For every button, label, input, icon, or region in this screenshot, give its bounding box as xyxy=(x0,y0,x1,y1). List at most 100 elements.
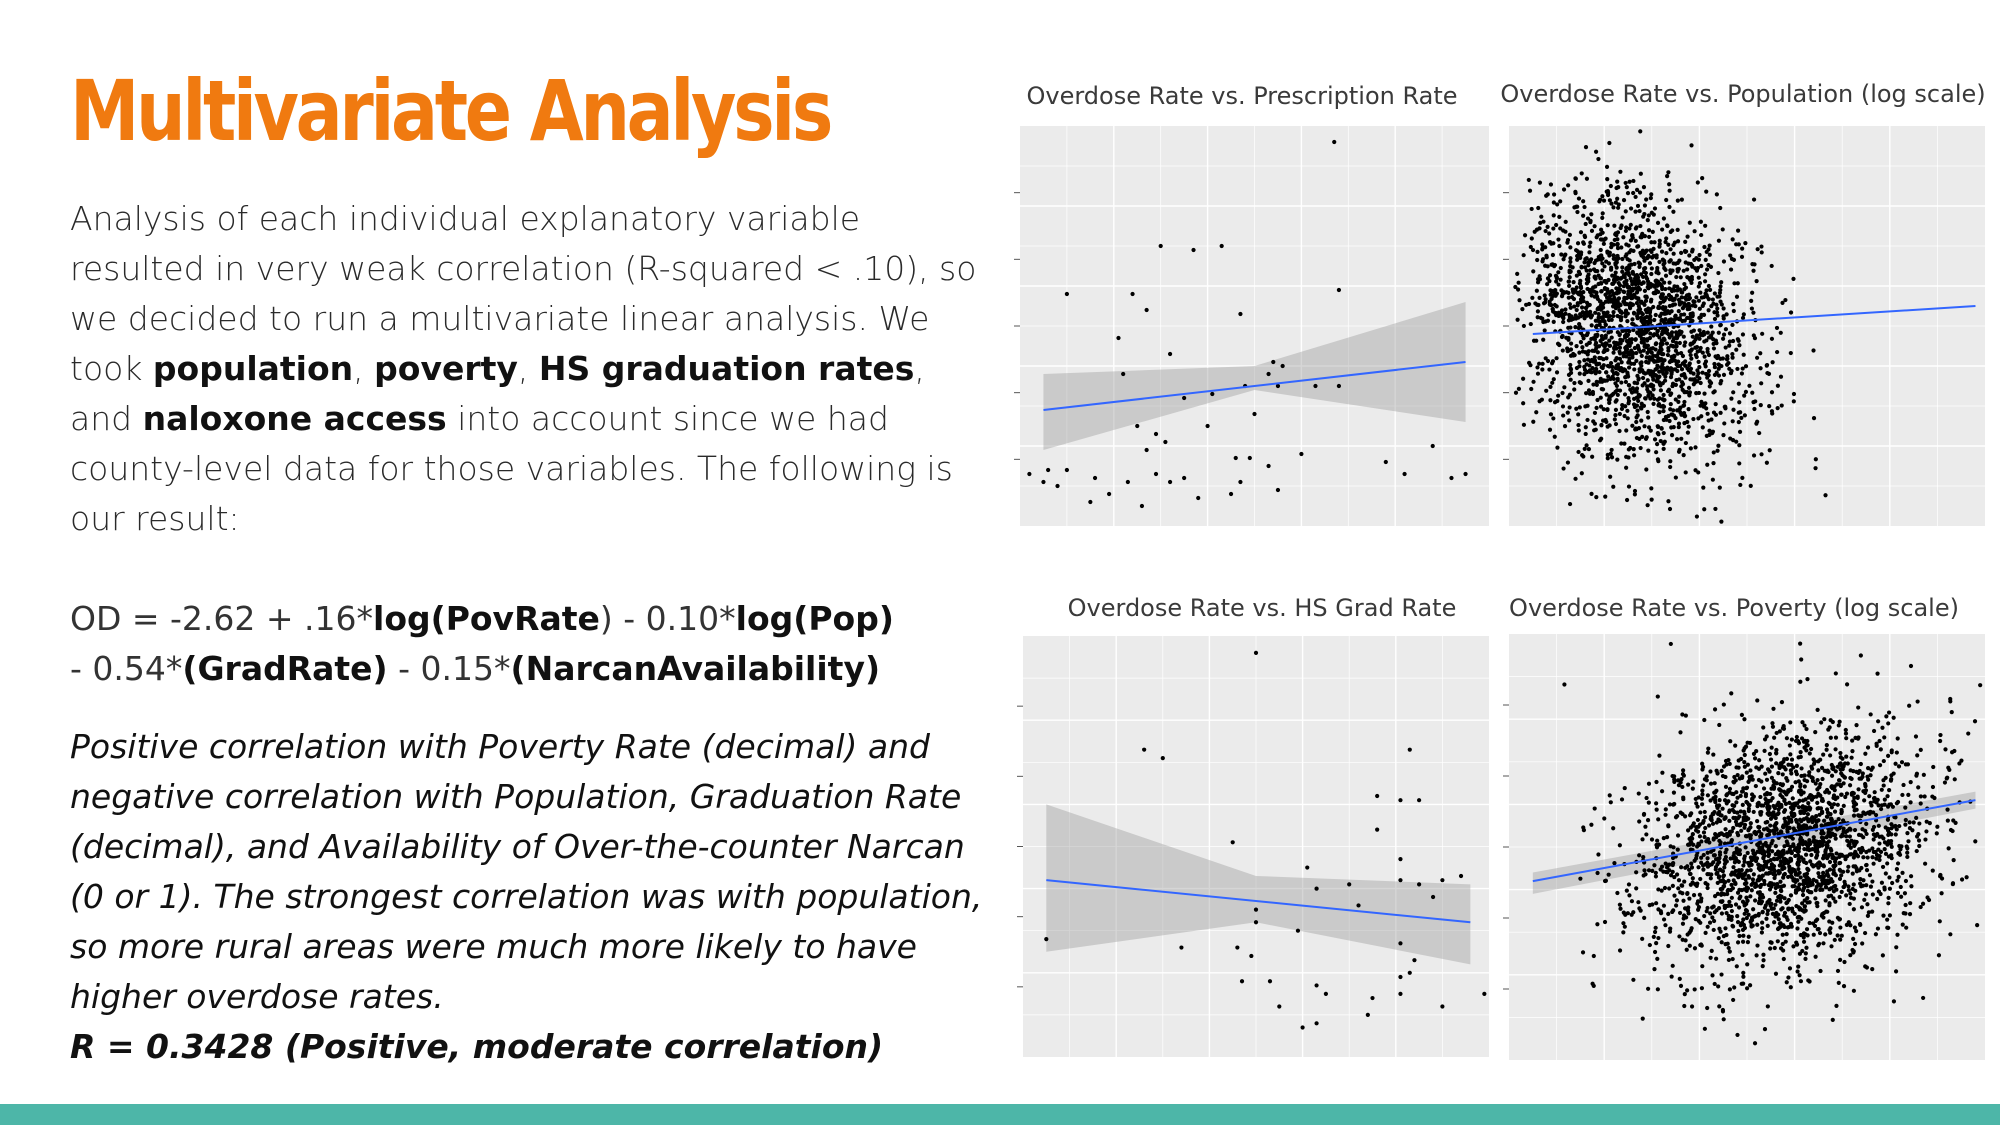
data-point xyxy=(1735,337,1740,342)
data-point xyxy=(1398,857,1403,862)
data-point xyxy=(1735,281,1740,286)
data-point xyxy=(1672,893,1677,898)
data-point xyxy=(1277,1004,1282,1009)
data-point xyxy=(1826,727,1831,732)
data-point xyxy=(1728,739,1733,744)
data-point xyxy=(1763,792,1768,797)
data-point xyxy=(1609,241,1614,246)
data-point xyxy=(1889,838,1894,844)
data-point xyxy=(1750,290,1755,295)
data-point xyxy=(1744,895,1749,900)
data-point xyxy=(1783,767,1788,772)
data-point xyxy=(1670,909,1675,915)
data-point xyxy=(1783,939,1788,944)
data-point xyxy=(1592,294,1597,299)
data-point xyxy=(1903,878,1909,884)
data-point xyxy=(1642,203,1648,208)
data-point xyxy=(1769,263,1774,269)
eq-term-pop: log(Pop) xyxy=(735,599,894,638)
data-point xyxy=(1875,926,1881,931)
data-point xyxy=(1566,318,1571,323)
data-point xyxy=(1849,776,1854,781)
data-point xyxy=(1829,773,1835,778)
data-point xyxy=(1741,786,1746,791)
data-point xyxy=(1653,312,1658,318)
data-point xyxy=(1640,274,1646,280)
data-point xyxy=(1801,931,1807,936)
data-point xyxy=(1745,740,1750,745)
data-point xyxy=(1780,772,1785,777)
data-point xyxy=(1671,425,1676,430)
data-point xyxy=(1623,209,1628,214)
data-point xyxy=(1762,859,1767,864)
data-point xyxy=(1640,936,1645,941)
data-point xyxy=(1880,864,1886,870)
data-point xyxy=(1561,257,1566,262)
data-point xyxy=(1787,800,1792,805)
data-point xyxy=(1567,418,1572,423)
data-point xyxy=(1861,835,1866,840)
data-point xyxy=(1607,338,1612,343)
data-point xyxy=(1626,360,1631,365)
data-point xyxy=(1685,891,1690,897)
data-point xyxy=(1651,246,1656,251)
data-point xyxy=(1398,941,1403,946)
data-point xyxy=(1710,297,1715,302)
data-point xyxy=(1621,351,1626,356)
data-point xyxy=(1694,801,1699,806)
data-point xyxy=(1609,447,1614,453)
data-point xyxy=(1686,385,1692,390)
data-point xyxy=(1636,398,1641,404)
data-point xyxy=(1871,728,1877,734)
data-point xyxy=(1774,761,1779,766)
data-point xyxy=(1584,391,1589,396)
data-point xyxy=(1658,404,1663,409)
data-point xyxy=(1852,925,1858,930)
data-point xyxy=(1684,947,1689,952)
data-point xyxy=(1662,330,1668,335)
data-point xyxy=(1681,334,1686,339)
data-point xyxy=(1597,315,1602,320)
data-point xyxy=(1617,356,1623,361)
data-point xyxy=(1252,411,1257,417)
data-point xyxy=(1540,242,1545,247)
data-point xyxy=(1773,890,1778,895)
data-point xyxy=(1930,784,1936,790)
data-point xyxy=(1661,446,1666,451)
data-point xyxy=(1597,319,1603,324)
data-point xyxy=(1667,280,1672,285)
data-point xyxy=(1914,848,1919,854)
data-point xyxy=(1605,250,1610,255)
data-point xyxy=(1681,452,1686,458)
data-point xyxy=(1550,380,1555,385)
data-point xyxy=(1661,262,1666,267)
data-point xyxy=(1647,942,1652,948)
data-point xyxy=(1691,893,1697,898)
data-point xyxy=(1809,746,1814,752)
data-point xyxy=(1598,395,1603,400)
data-point xyxy=(1763,903,1768,908)
data-point xyxy=(1687,871,1693,877)
data-point xyxy=(1634,187,1640,192)
data-point xyxy=(1607,198,1612,203)
data-point xyxy=(1784,736,1789,741)
data-point xyxy=(1731,338,1736,344)
data-point xyxy=(1728,370,1734,376)
data-point xyxy=(1765,1004,1770,1009)
data-point xyxy=(1737,343,1742,348)
data-point xyxy=(1679,300,1684,305)
data-point xyxy=(1642,258,1647,263)
data-point xyxy=(1160,755,1165,761)
data-point xyxy=(1611,391,1616,396)
data-point xyxy=(1907,912,1913,917)
data-point xyxy=(1705,872,1710,877)
data-point xyxy=(1622,785,1627,791)
data-point xyxy=(1599,365,1604,370)
data-point xyxy=(1682,414,1687,419)
data-point xyxy=(1757,850,1763,855)
data-point xyxy=(1667,182,1672,187)
data-point xyxy=(1615,196,1620,201)
data-point xyxy=(1584,309,1589,315)
data-point xyxy=(1641,403,1647,408)
data-point xyxy=(1717,850,1723,855)
